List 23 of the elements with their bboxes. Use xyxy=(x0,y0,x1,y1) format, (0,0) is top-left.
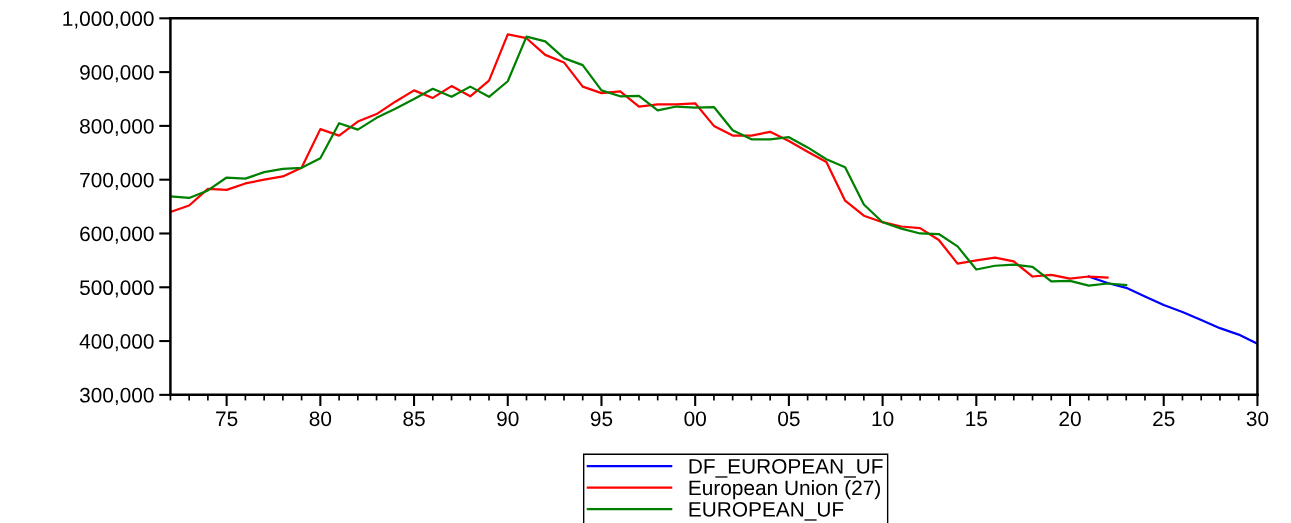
x-tick-label: 15 xyxy=(966,411,988,427)
x-tick-label: 05 xyxy=(778,411,800,427)
x-tick-label: 90 xyxy=(497,411,519,427)
legend-label: DF_EUROPEAN_UF xyxy=(689,458,883,478)
y-tick-label: 900,000 xyxy=(80,65,154,83)
legend-label: European Union (27) xyxy=(689,479,880,500)
x-tick-label: 75 xyxy=(216,411,238,427)
x-tick-label: 20 xyxy=(1059,411,1081,427)
y-tick-label: 400,000 xyxy=(79,334,154,352)
y-tick-label: 600,000 xyxy=(80,226,154,244)
x-tick-label: 00 xyxy=(684,411,706,427)
legend-label: EUROPEAN_UF xyxy=(689,501,844,521)
y-tick-label: 1,000,000 xyxy=(63,11,154,29)
y-tick-label: 700,000 xyxy=(80,172,154,190)
x-tick-label: 80 xyxy=(309,411,332,427)
x-tick-label: 85 xyxy=(403,411,425,427)
y-tick-label: 300,000 xyxy=(79,387,154,406)
x-tick-label: 25 xyxy=(1153,411,1175,427)
y-tick-label: 500,000 xyxy=(79,280,154,298)
x-tick-label: 10 xyxy=(872,411,894,427)
x-tick-label: 95 xyxy=(590,411,613,427)
x-tick-label: 30 xyxy=(1246,411,1269,427)
y-tick-label: 800,000 xyxy=(80,118,154,137)
